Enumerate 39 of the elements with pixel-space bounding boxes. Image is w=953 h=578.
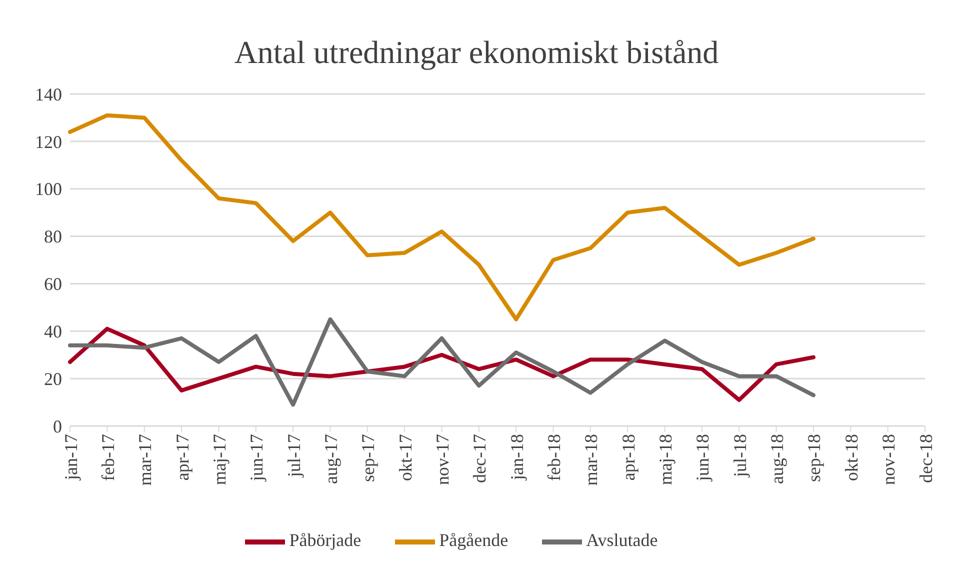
line-series: [68, 113, 816, 322]
legend-label: Pågående: [439, 530, 508, 550]
x-tick-label: jul-18: [730, 434, 750, 478]
x-tick-label: nov-17: [432, 434, 453, 485]
x-tick-label: jan-17: [60, 434, 81, 481]
x-tick-label: nov-18: [878, 434, 899, 485]
y-tick-label: 140: [35, 84, 62, 104]
y-tick-label: 0: [53, 416, 62, 436]
x-tick-label: jul-17: [284, 434, 304, 478]
x-tick-label: okt-18: [841, 434, 862, 481]
x-tick-label: jun-18: [692, 434, 713, 482]
x-tick-label: sep-17: [358, 434, 378, 482]
y-tick-label: 100: [35, 179, 62, 200]
x-tick-label: feb-18: [544, 434, 564, 481]
y-tick-label: 20: [44, 368, 62, 389]
x-tick-label: sep-18: [804, 434, 824, 482]
legend-label: Avslutade: [586, 530, 658, 550]
line-series: [68, 326, 816, 402]
x-tick-label: aug-18: [767, 434, 788, 484]
x-tick-label: dec-17: [470, 434, 490, 483]
legend-label: Påbörjade: [289, 530, 362, 550]
x-tick-label: okt-17: [395, 434, 416, 481]
y-tick-label: 80: [44, 226, 62, 247]
x-tick-label: apr-17: [172, 434, 192, 481]
y-tick-label: 40: [44, 322, 62, 342]
line-series: [68, 317, 816, 407]
y-tick-label: 60: [44, 274, 62, 294]
x-tick-label: jan-18: [506, 434, 527, 481]
x-tick-label: aug-17: [320, 434, 341, 484]
x-tick-label: mar-17: [135, 434, 156, 486]
x-tick-label: dec-18: [916, 434, 936, 483]
y-tick-label: 120: [35, 132, 62, 152]
x-tick-label: maj-18: [656, 434, 676, 485]
x-tick-label: mar-18: [581, 434, 602, 486]
x-tick-label: feb-17: [98, 434, 118, 481]
x-tick-label: jun-17: [246, 434, 267, 482]
chart-title: Antal utredningar ekonomiskt bistånd: [233, 33, 720, 70]
x-tick-label: maj-17: [209, 434, 230, 485]
x-tick-label: apr-18: [618, 434, 638, 481]
